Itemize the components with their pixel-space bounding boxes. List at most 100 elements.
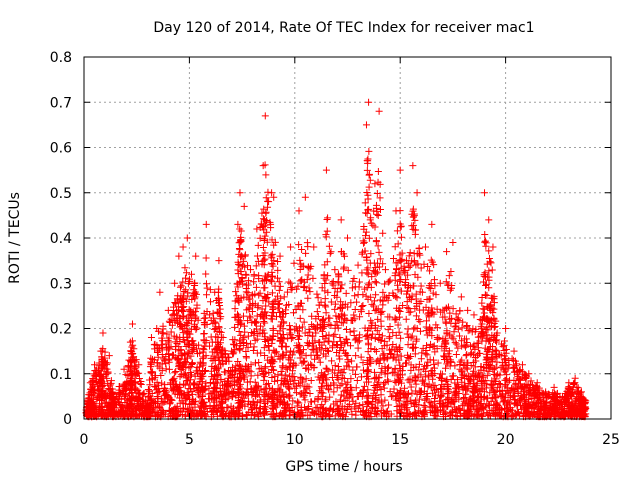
- data-point: [261, 255, 269, 263]
- data-point: [468, 349, 476, 357]
- data-point: [311, 355, 319, 363]
- data-point: [255, 291, 263, 299]
- data-point: [417, 282, 425, 290]
- data-point: [156, 288, 164, 296]
- data-point: [409, 344, 417, 352]
- data-point: [325, 347, 333, 355]
- data-point: [190, 279, 198, 287]
- data-point: [252, 283, 260, 291]
- data-point: [373, 410, 381, 418]
- data-point: [440, 343, 448, 351]
- data-point: [237, 278, 245, 286]
- data-point: [396, 166, 404, 174]
- data-point: [365, 183, 373, 191]
- data-point: [404, 351, 412, 359]
- data-point: [313, 411, 321, 419]
- data-point: [502, 325, 510, 332]
- data-point: [384, 376, 392, 384]
- data-point: [319, 315, 327, 323]
- data-point: [414, 260, 422, 268]
- data-point: [390, 368, 398, 376]
- data-point: [290, 259, 298, 267]
- data-point: [295, 241, 303, 249]
- data-point: [188, 270, 196, 278]
- data-point: [211, 318, 219, 326]
- data-point: [391, 314, 399, 322]
- data-point: [381, 396, 389, 404]
- data-point: [128, 320, 136, 328]
- data-point: [415, 409, 423, 417]
- data-point: [377, 368, 385, 376]
- data-point: [487, 397, 495, 405]
- data-point: [171, 299, 179, 307]
- data-point: [349, 397, 357, 405]
- data-point: [344, 356, 352, 364]
- data-point: [289, 397, 297, 405]
- data-point: [449, 239, 457, 247]
- data-point: [397, 287, 405, 295]
- data-point: [314, 313, 322, 321]
- data-point: [188, 361, 196, 369]
- data-point: [567, 391, 575, 399]
- data-point: [490, 323, 498, 331]
- data-point: [527, 377, 535, 385]
- data-point: [442, 278, 450, 286]
- y-tick-label: 0.8: [50, 50, 72, 66]
- data-point: [346, 390, 354, 398]
- data-point: [503, 405, 511, 413]
- data-point: [121, 386, 129, 394]
- data-point: [165, 365, 173, 373]
- data-point: [492, 336, 500, 344]
- data-point: [309, 332, 317, 340]
- data-point: [326, 393, 334, 401]
- data-point: [364, 399, 372, 407]
- data-point: [310, 363, 318, 371]
- data-point: [393, 227, 401, 235]
- data-point: [268, 373, 276, 381]
- data-point: [379, 229, 387, 237]
- data-point: [332, 398, 340, 406]
- data-point: [179, 329, 187, 337]
- data-point: [552, 407, 560, 415]
- data-point: [179, 404, 187, 412]
- data-point: [236, 246, 244, 254]
- data-point: [350, 331, 358, 339]
- data-point: [506, 404, 514, 412]
- data-point: [473, 379, 481, 387]
- data-point: [184, 373, 192, 381]
- data-point: [471, 386, 479, 394]
- data-point: [368, 394, 376, 402]
- data-point: [451, 397, 459, 405]
- data-point: [270, 358, 278, 366]
- data-point: [481, 269, 489, 277]
- data-point: [183, 269, 191, 277]
- data-point: [295, 207, 303, 215]
- data-point: [236, 238, 244, 246]
- data-point: [456, 307, 464, 315]
- data-point: [377, 391, 385, 399]
- data-point: [98, 377, 106, 385]
- data-point: [430, 261, 438, 269]
- data-point: [367, 283, 375, 291]
- data-point: [413, 189, 421, 197]
- data-point: [403, 287, 411, 295]
- data-point: [286, 391, 294, 399]
- data-point: [105, 352, 113, 360]
- data-point: [337, 216, 345, 224]
- data-point: [254, 257, 262, 265]
- data-point: [398, 249, 406, 257]
- data-point: [291, 384, 299, 392]
- data-point: [359, 359, 367, 367]
- data-point: [491, 322, 499, 330]
- data-point: [305, 402, 313, 410]
- data-point: [552, 400, 560, 408]
- data-point: [348, 284, 356, 292]
- data-point: [485, 317, 493, 325]
- data-point: [342, 326, 350, 334]
- data-point: [348, 357, 356, 365]
- data-point: [559, 409, 567, 417]
- data-point: [304, 271, 312, 279]
- data-point: [493, 347, 501, 355]
- data-point: [183, 377, 191, 385]
- data-point: [320, 338, 328, 346]
